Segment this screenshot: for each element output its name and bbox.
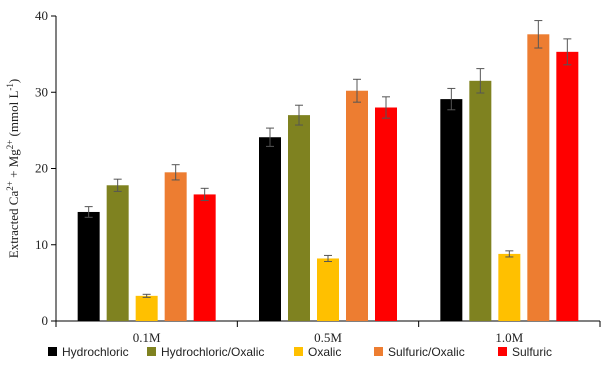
bar — [527, 34, 550, 322]
legend-swatch — [374, 347, 383, 356]
bar — [77, 211, 100, 321]
legend-swatch — [48, 347, 57, 356]
y-axis-label-superscript: 2+ — [5, 140, 15, 150]
bar — [469, 80, 492, 321]
plot-area: 0 10 20 30 40 0.1M 0.5M 1.0M — [35, 8, 601, 345]
legend-label: Sulfuric/Oxalic — [388, 345, 465, 359]
y-tick-label: 10 — [35, 237, 48, 252]
bar — [440, 99, 463, 321]
x-tick-label: 1.0M — [495, 330, 523, 345]
y-tick-label: 0 — [42, 313, 49, 328]
bar — [375, 107, 397, 321]
bar — [135, 295, 158, 321]
bar — [556, 51, 579, 322]
y-axis-label-superscript: -1 — [5, 83, 15, 91]
x-tick-label: 0.5M — [314, 330, 342, 345]
y-tick-label: 40 — [35, 8, 48, 23]
legend: Hydrochloric Hydrochloric/Oxalic Oxalic Sul… — [48, 345, 552, 359]
legend-label: Hydrochloric — [62, 345, 129, 359]
y-axis-label: Extracted Ca2+ + Mg2+ (mmol L-1) — [5, 79, 21, 259]
bar — [498, 253, 521, 321]
x-tick-label: 0.1M — [133, 330, 161, 345]
legend-label: Hydrochloric/Oxalic — [161, 345, 264, 359]
y-tick-label: 20 — [35, 161, 48, 176]
y-axis-label-part: ) — [6, 79, 21, 83]
legend-swatch — [498, 347, 507, 356]
bar — [106, 185, 129, 321]
legend-swatch — [147, 347, 156, 356]
y-tick-label: 30 — [35, 84, 48, 99]
bar — [346, 90, 368, 321]
bar — [288, 115, 310, 321]
legend-label: Sulfuric — [512, 345, 552, 359]
bar — [193, 194, 216, 321]
y-axis-label-superscript: 2+ — [5, 181, 15, 191]
bar — [259, 137, 281, 321]
bar — [164, 172, 187, 321]
y-axis-label-part: Extracted Ca — [6, 191, 21, 259]
legend-label: Oxalic — [308, 345, 341, 359]
legend-swatch — [294, 347, 303, 356]
y-axis-label-part: + Mg — [6, 149, 21, 181]
y-axis-label-part: (mmol L — [6, 91, 21, 140]
bar — [317, 258, 339, 321]
